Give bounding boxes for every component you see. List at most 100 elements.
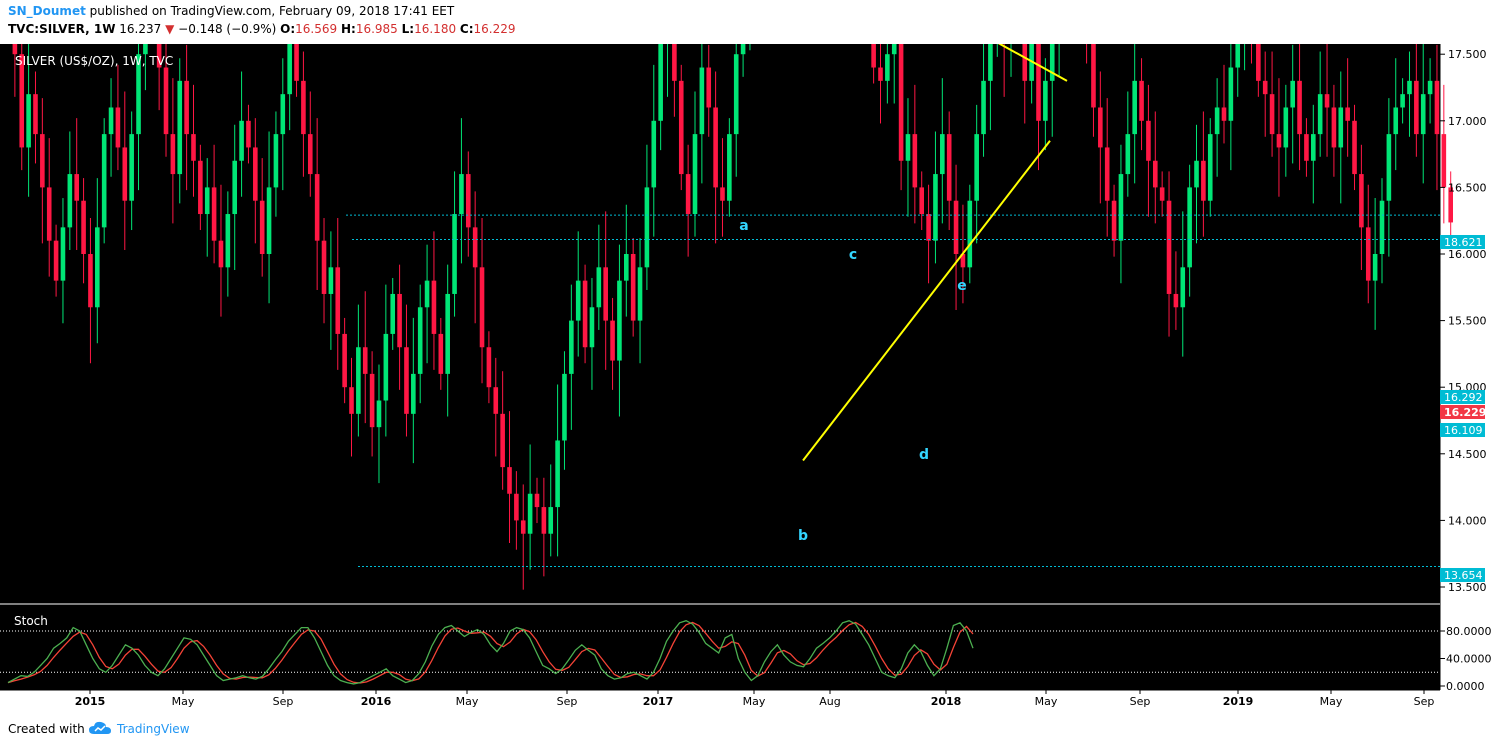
chart-title: SILVER (US$/OZ), 1W, TVC xyxy=(15,54,173,68)
candle-body xyxy=(342,333,347,388)
candle-body xyxy=(1283,107,1289,148)
candle-body xyxy=(1379,200,1385,254)
candle-body xyxy=(727,134,732,201)
candle-body xyxy=(177,80,183,175)
candle-body xyxy=(287,44,292,95)
stoch-pane[interactable] xyxy=(0,604,1440,690)
candle-body xyxy=(1427,80,1433,95)
price-badge-bg xyxy=(1440,405,1485,419)
low-value: 16.180 xyxy=(414,22,457,36)
candle-body xyxy=(369,373,375,428)
candle-body xyxy=(156,44,162,68)
candle-body xyxy=(1434,80,1440,135)
open-label: O: xyxy=(280,22,296,36)
candle-body xyxy=(122,147,128,201)
candle-body xyxy=(198,160,203,215)
high-label: H: xyxy=(340,22,356,36)
candle-body xyxy=(40,134,45,188)
candle-body xyxy=(108,107,114,135)
candle-body xyxy=(362,347,368,374)
candle-body xyxy=(988,44,993,81)
candle-body xyxy=(548,507,554,534)
candle-body xyxy=(486,347,492,388)
lower-trendline xyxy=(802,140,1051,462)
candles xyxy=(12,44,1453,590)
candle-body xyxy=(1448,187,1453,223)
price-badge-label: 16.109 xyxy=(1444,424,1483,437)
x-tick-label: May xyxy=(743,695,766,708)
candle-body xyxy=(630,254,636,321)
candle-body xyxy=(493,387,499,414)
candle-body xyxy=(1221,107,1227,121)
x-tick-label: Sep xyxy=(273,695,294,708)
close-label: C: xyxy=(459,22,474,36)
candle-body xyxy=(685,174,691,215)
candle-body xyxy=(1386,134,1392,201)
candle-body xyxy=(507,467,512,494)
wave-label-e: e xyxy=(957,278,967,294)
time-axis[interactable] xyxy=(0,690,1502,712)
candle-body xyxy=(974,134,979,201)
candle-body xyxy=(946,134,952,201)
candle-body xyxy=(1036,44,1041,121)
candle-body xyxy=(1400,94,1405,108)
candle-body xyxy=(1324,94,1330,108)
candle-body xyxy=(520,520,526,534)
candle-body xyxy=(321,240,327,294)
candle-body xyxy=(1118,174,1124,241)
candle-body xyxy=(1098,107,1103,148)
created-with-text: Created with xyxy=(8,722,85,736)
candle-body xyxy=(637,267,643,321)
candle-body xyxy=(417,307,423,374)
candle-body xyxy=(500,413,505,468)
candle-body xyxy=(465,174,471,228)
candle-body xyxy=(1372,254,1378,281)
y-tick-label: 14.000 xyxy=(1448,514,1487,527)
candle-body xyxy=(1207,134,1213,201)
x-tick-label: Aug xyxy=(819,695,840,708)
author-link[interactable]: SN_Doumet xyxy=(8,4,86,18)
candle-body xyxy=(74,174,79,201)
candle-body xyxy=(101,134,107,228)
candle-body xyxy=(294,44,299,81)
y-tick-label: 16.000 xyxy=(1448,248,1487,261)
trendlines xyxy=(802,44,1068,462)
candle-body xyxy=(26,94,31,148)
candle-body xyxy=(1365,227,1371,281)
low-label: L: xyxy=(401,22,415,36)
high-value: 16.985 xyxy=(355,22,398,36)
price-badge-label: 18.621 xyxy=(1444,236,1483,249)
candle-body xyxy=(335,267,341,334)
candle-body xyxy=(60,227,66,281)
candle-body xyxy=(1139,80,1144,121)
candle-body xyxy=(67,174,73,228)
price-axis[interactable] xyxy=(1440,44,1502,690)
candle-body xyxy=(541,507,547,534)
last-price: 16.237 xyxy=(119,22,162,36)
candle-body xyxy=(307,134,313,175)
candle-body xyxy=(280,94,286,135)
candle-body xyxy=(191,134,196,161)
tradingview-link[interactable]: TradingView xyxy=(117,722,190,736)
stoch-tick-label: 0.0000 xyxy=(1446,680,1485,693)
x-tick-label: May xyxy=(172,695,195,708)
candle-body xyxy=(184,80,189,135)
candle-body xyxy=(204,187,210,215)
x-tick-label: 2016 xyxy=(361,695,392,708)
candle-body xyxy=(1235,44,1241,68)
price-badge-bg xyxy=(1440,235,1485,249)
candle-body xyxy=(1304,134,1309,161)
wave-label-a: a xyxy=(739,218,748,234)
x-tick-label: 2018 xyxy=(931,695,962,708)
candle-body xyxy=(1159,187,1165,201)
candle-body xyxy=(1104,147,1110,201)
candle-body xyxy=(431,280,437,334)
candle-body xyxy=(699,67,705,135)
price-badges: 18.621 16.292 16.229 16.109 13.654 xyxy=(1440,235,1486,582)
stoch-tick-label: 80.0000 xyxy=(1446,625,1492,638)
candle-body xyxy=(919,187,925,215)
candle-body xyxy=(1414,80,1419,135)
candle-body xyxy=(211,187,217,241)
candle-body xyxy=(1228,67,1234,121)
